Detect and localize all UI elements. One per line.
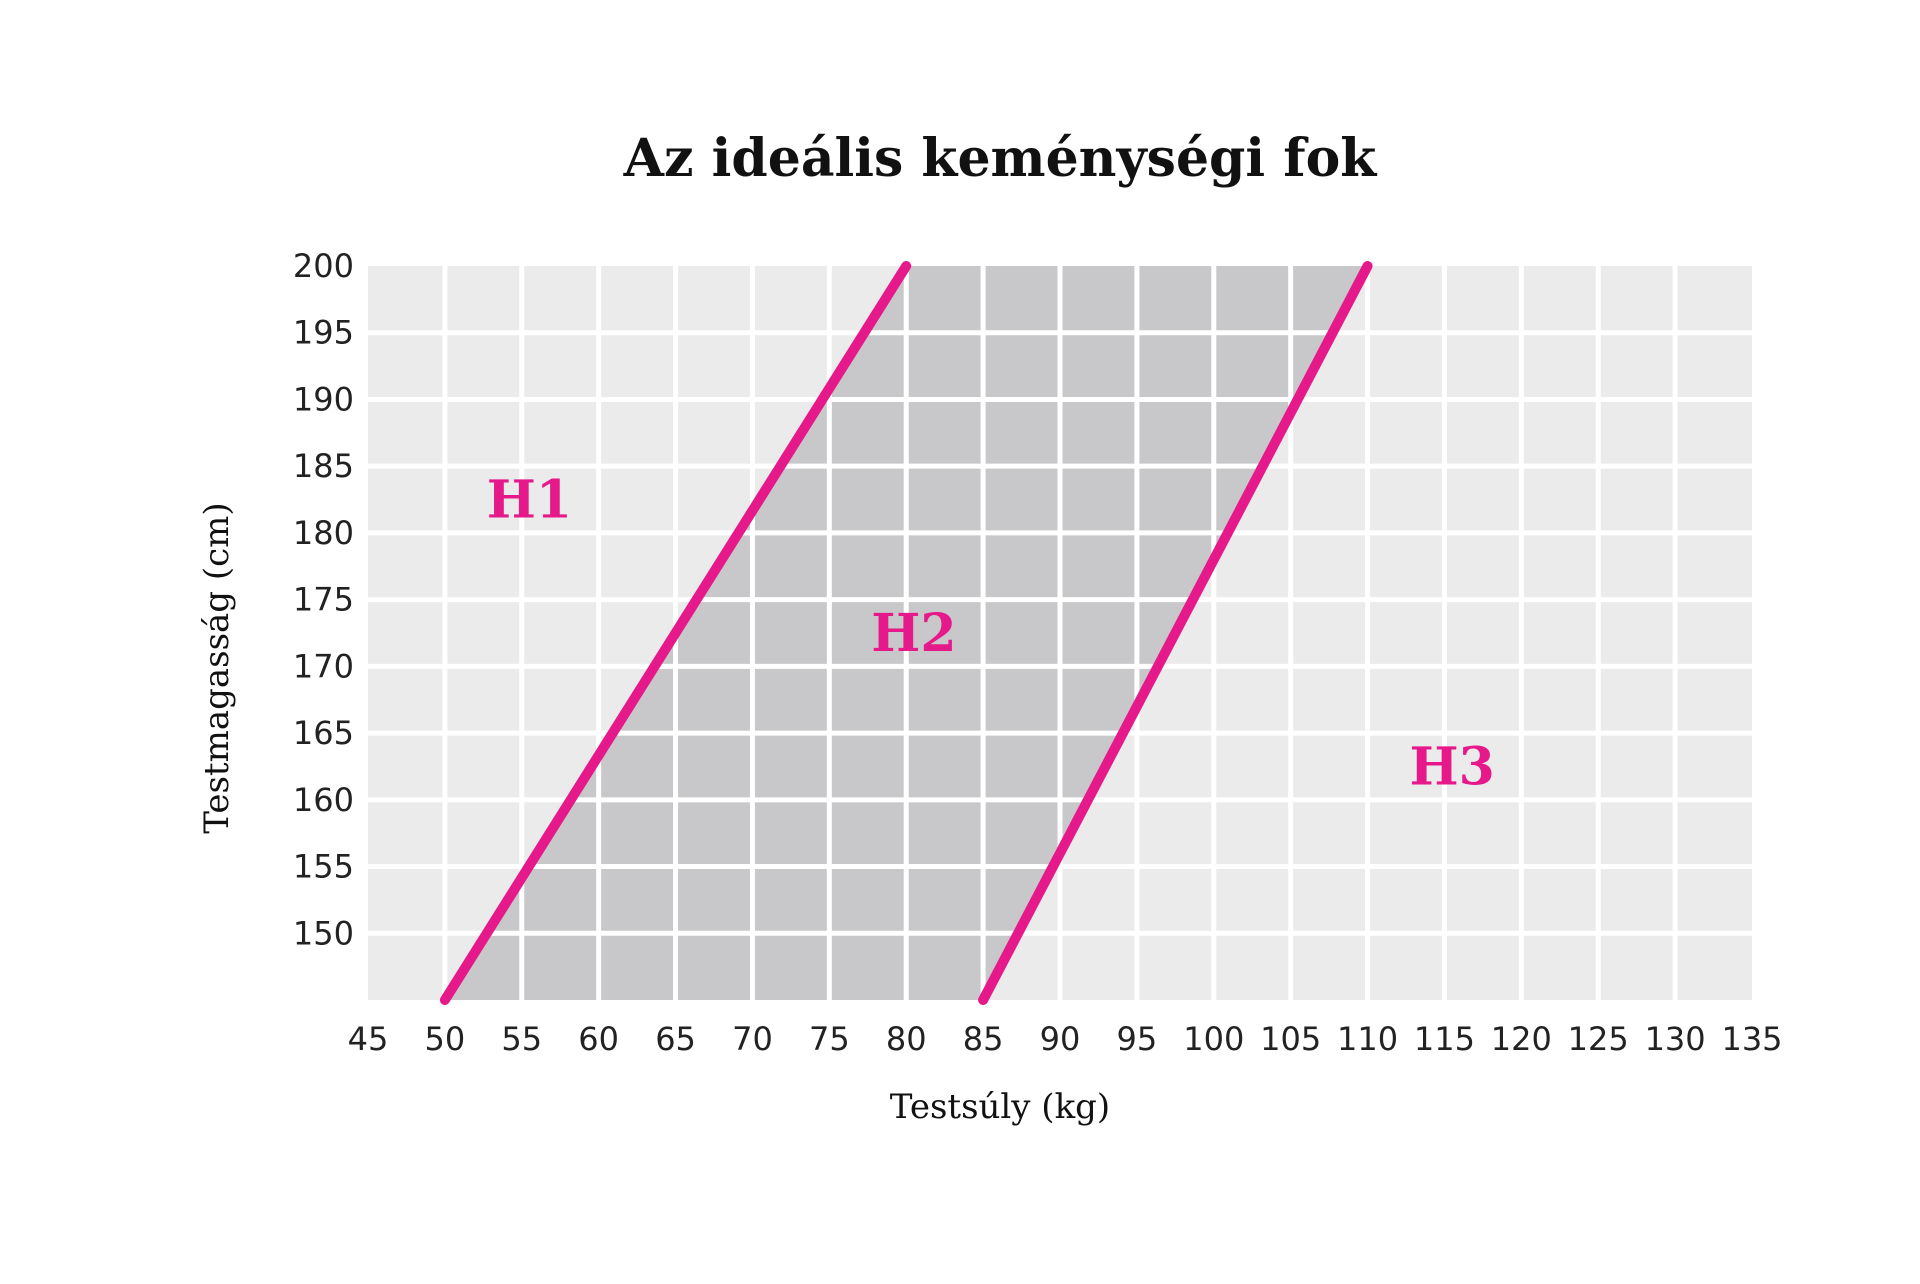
region-label-h2: H2 [871, 603, 956, 664]
boundary-line-2 [978, 261, 1373, 1005]
y-tick-label: 200 [293, 247, 354, 285]
x-tick-label: 130 [1645, 1020, 1706, 1058]
x-tick-label: 60 [578, 1020, 619, 1058]
x-tick-label: 135 [1721, 1020, 1782, 1058]
x-tick-label: 105 [1260, 1020, 1321, 1058]
y-tick-label: 150 [293, 914, 354, 952]
x-tick-label: 45 [348, 1020, 389, 1058]
x-tick-label: 115 [1414, 1020, 1475, 1058]
y-tick-label: 175 [293, 581, 354, 619]
y-tick-label: 160 [293, 781, 354, 819]
y-axis-label: Testmagasság (cm) [197, 502, 237, 833]
x-tick-label: 110 [1337, 1020, 1398, 1058]
x-tick-label: 50 [425, 1020, 466, 1058]
x-axis-label: Testsúly (kg) [890, 1087, 1110, 1127]
x-tick-label: 95 [1117, 1020, 1158, 1058]
x-tick-label: 70 [732, 1020, 773, 1058]
y-tick-label: 170 [293, 647, 354, 685]
x-tick-label: 55 [501, 1020, 542, 1058]
x-tick-label: 80 [886, 1020, 927, 1058]
region-label-h1: H1 [487, 470, 572, 531]
plot-area: H1 H2 H3 [368, 261, 1752, 1005]
boundary-line-1 [439, 261, 912, 1005]
chart-title: Az ideális keménységi fok [623, 128, 1378, 189]
y-tick-label: 185 [293, 447, 354, 485]
y-tick-label: 190 [293, 380, 354, 418]
x-tick-label: 90 [1040, 1020, 1081, 1058]
x-tick-label: 85 [963, 1020, 1004, 1058]
y-tick-label: 195 [293, 314, 354, 352]
y-tick-label: 180 [293, 514, 354, 552]
x-tick-label: 65 [655, 1020, 696, 1058]
y-tick-label: 155 [293, 848, 354, 886]
x-tick-label: 100 [1183, 1020, 1244, 1058]
region-label-h3: H3 [1409, 736, 1494, 797]
x-tick-label: 125 [1568, 1020, 1629, 1058]
x-tick-label: 75 [809, 1020, 850, 1058]
y-tick-label: 165 [293, 714, 354, 752]
x-tick-label: 120 [1491, 1020, 1552, 1058]
